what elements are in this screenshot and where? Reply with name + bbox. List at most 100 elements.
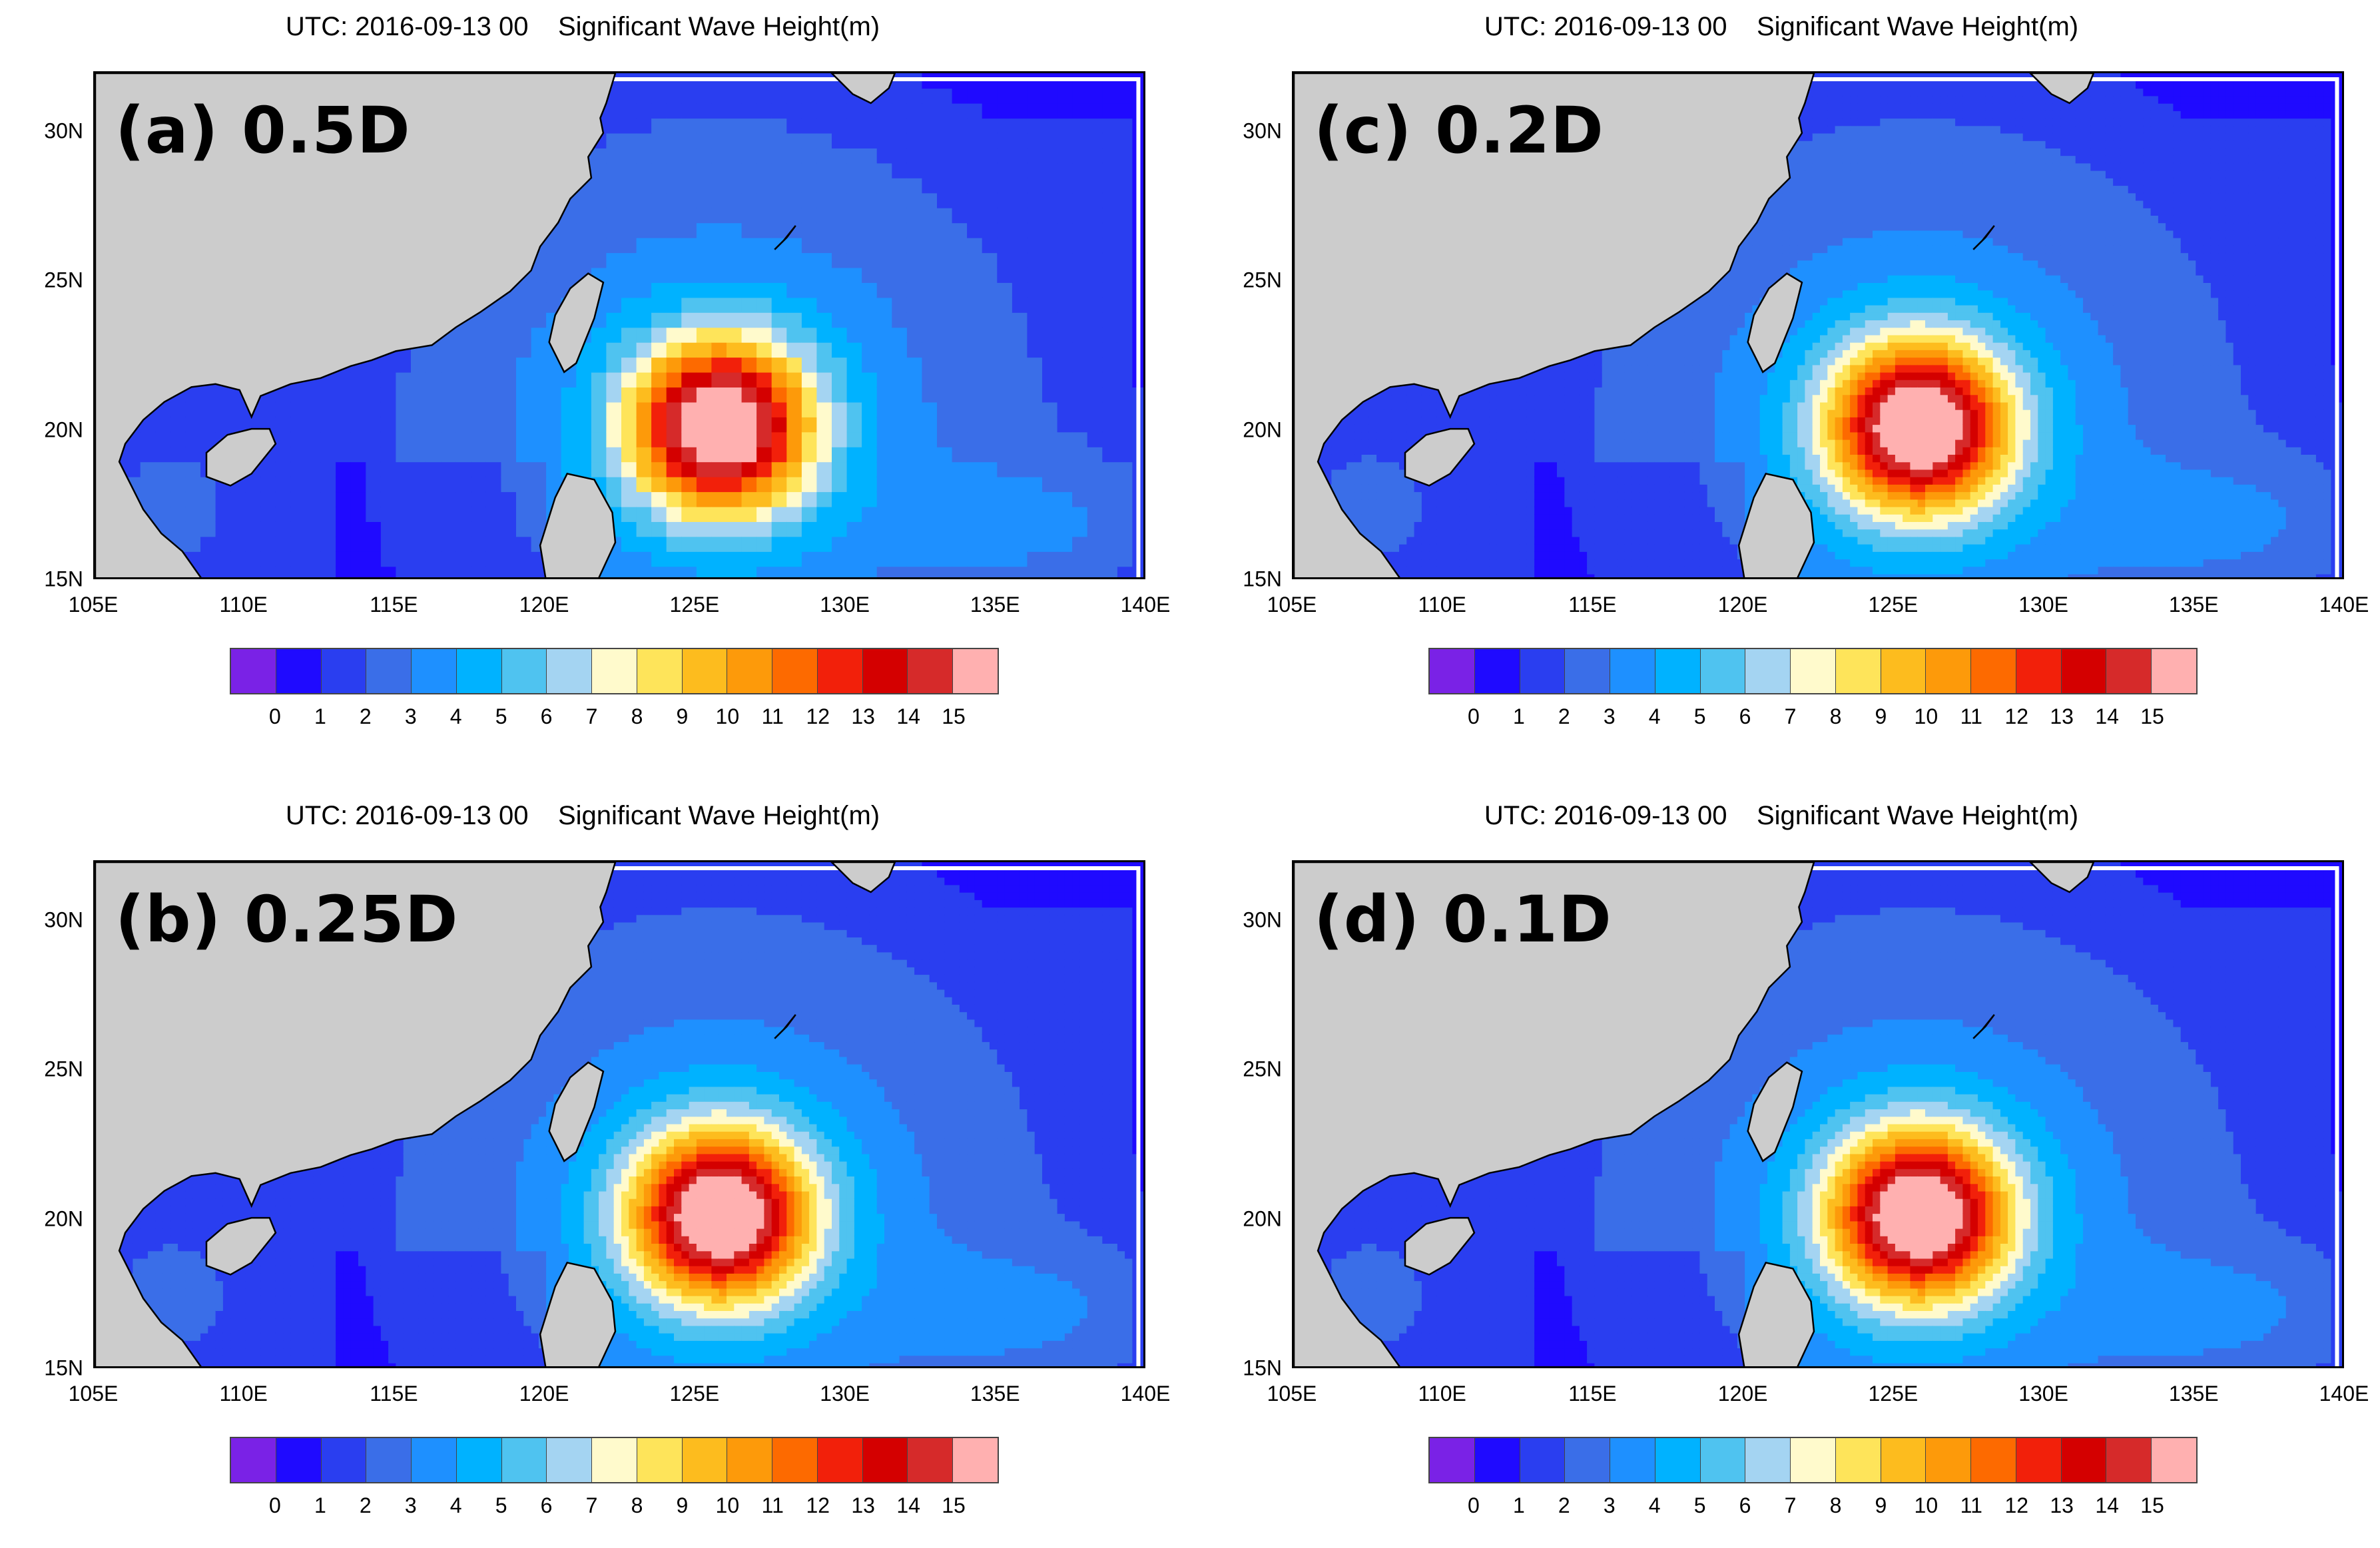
colorbar-label: 11: [1960, 704, 1982, 729]
colorbar-label: 7: [1785, 704, 1797, 729]
colorbar-label: 13: [851, 1493, 875, 1518]
colorbar-label: 12: [2004, 704, 2028, 729]
colorbar-swatch: [637, 649, 683, 693]
lon-tick-label: 125E: [669, 593, 719, 617]
colorbar-label: 1: [1513, 1493, 1525, 1518]
colorbar-label: 8: [631, 704, 643, 729]
colorbar-swatch: [1745, 1438, 1791, 1482]
colorbar-label: 4: [450, 704, 462, 729]
colorbar-swatch: [1745, 649, 1791, 693]
colorbar-label: 8: [631, 1493, 643, 1518]
colorbar-label: 1: [314, 704, 326, 729]
colorbar-swatch: [1520, 649, 1566, 693]
lon-tick-label: 120E: [1718, 593, 1768, 617]
colorbar-swatch: [2062, 1438, 2107, 1482]
colorbar-swatch: [276, 1438, 322, 1482]
colorbar-label: 0: [1468, 1493, 1480, 1518]
colorbar-swatch: [727, 649, 772, 693]
colorbar-label: 3: [1604, 1493, 1616, 1518]
colorbar-swatch: [953, 1438, 998, 1482]
colorbar-swatch: [1610, 649, 1655, 693]
colorbar-label: 13: [2050, 704, 2074, 729]
lat-tick-label: 15N: [17, 567, 83, 592]
colorbar-label: 9: [1875, 704, 1887, 729]
colorbar-swatch: [547, 1438, 592, 1482]
lat-tick-label: 30N: [17, 119, 83, 143]
panel-a: UTC: 2016-09-13 00 Significant Wave Heig…: [0, 0, 1165, 759]
colorbar-swatch: [727, 1438, 772, 1482]
lon-tick-label: 130E: [820, 1382, 870, 1406]
colorbar-label: 14: [2095, 1493, 2119, 1518]
lon-tick-label: 110E: [1418, 1382, 1466, 1406]
lat-tick-label: 25N: [17, 1057, 83, 1082]
colorbar-label: 14: [2095, 704, 2119, 729]
colorbar-label: 8: [1830, 704, 1842, 729]
colorbar-label: 15: [942, 1493, 966, 1518]
colorbar-label: 9: [1875, 1493, 1887, 1518]
colorbar: [1428, 1437, 2198, 1483]
colorbar: [1428, 648, 2198, 694]
lon-tick-label: 110E: [220, 1382, 268, 1406]
colorbar-label: 6: [1739, 704, 1751, 729]
colorbar-swatch: [231, 649, 276, 693]
lon-tick-label: 140E: [2319, 1382, 2369, 1406]
lat-tick-label: 30N: [1215, 119, 1282, 143]
lon-tick-label: 115E: [370, 593, 418, 617]
colorbar-swatch: [2152, 1438, 2196, 1482]
lon-tick-label: 125E: [1868, 593, 1918, 617]
colorbar-swatch: [1926, 649, 1971, 693]
colorbar-swatch: [1520, 1438, 1566, 1482]
lon-tick-label: 130E: [820, 593, 870, 617]
colorbar-swatch: [1836, 1438, 1881, 1482]
colorbar-label: 11: [762, 1493, 784, 1518]
colorbar-swatch: [322, 649, 367, 693]
colorbar-label: 5: [1694, 704, 1706, 729]
lat-tick-label: 15N: [1215, 1356, 1282, 1381]
lon-tick-label: 130E: [2018, 1382, 2068, 1406]
colorbar-swatch: [637, 1438, 683, 1482]
lon-tick-label: 135E: [2169, 593, 2219, 617]
colorbar-swatch: [1655, 1438, 1701, 1482]
colorbar-label: 11: [1960, 1493, 1982, 1518]
lon-tick-label: 105E: [69, 1382, 119, 1406]
colorbar-label: 9: [677, 1493, 689, 1518]
colorbar-swatch: [366, 649, 412, 693]
colorbar-swatch: [1926, 1438, 1971, 1482]
colorbar-swatch: [1430, 1438, 1475, 1482]
colorbar-swatch: [276, 649, 322, 693]
colorbar-label: 15: [2140, 704, 2164, 729]
lon-tick-label: 115E: [1568, 1382, 1616, 1406]
colorbar-label: 10: [716, 704, 740, 729]
colorbar-label: 1: [314, 1493, 326, 1518]
colorbar-swatch: [2016, 649, 2062, 693]
lon-tick-label: 105E: [1267, 593, 1317, 617]
lat-tick-label: 30N: [17, 907, 83, 932]
colorbar-swatch: [1565, 649, 1610, 693]
colorbar-swatch: [1475, 649, 1520, 693]
lat-tick-label: 25N: [1215, 1057, 1282, 1082]
lon-tick-label: 120E: [519, 593, 569, 617]
lat-tick-label: 20N: [1215, 1206, 1282, 1231]
colorbar-label: 6: [1739, 1493, 1751, 1518]
lon-tick-label: 105E: [69, 593, 119, 617]
lon-tick-label: 140E: [1121, 593, 1171, 617]
colorbar-swatch: [1430, 649, 1475, 693]
colorbar-label: 4: [1649, 1493, 1661, 1518]
colorbar-label: 12: [806, 704, 830, 729]
colorbar-label: 8: [1830, 1493, 1842, 1518]
colorbar-swatch: [772, 649, 818, 693]
colorbar-label: 3: [405, 704, 417, 729]
colorbar-label: 13: [2050, 1493, 2074, 1518]
colorbar-swatch: [683, 1438, 728, 1482]
lat-tick-label: 20N: [1215, 417, 1282, 442]
lat-tick-label: 20N: [17, 417, 83, 442]
colorbar-swatch: [1881, 649, 1927, 693]
colorbar-swatch: [683, 649, 728, 693]
colorbar-label: 15: [942, 704, 966, 729]
colorbar-label: 15: [2140, 1493, 2164, 1518]
colorbar-swatch: [1701, 649, 1746, 693]
colorbar-swatch: [1610, 1438, 1655, 1482]
colorbar-label: 7: [586, 704, 598, 729]
panel-d: UTC: 2016-09-13 00 Significant Wave Heig…: [1199, 789, 2364, 1548]
colorbar-swatch: [1971, 1438, 2016, 1482]
